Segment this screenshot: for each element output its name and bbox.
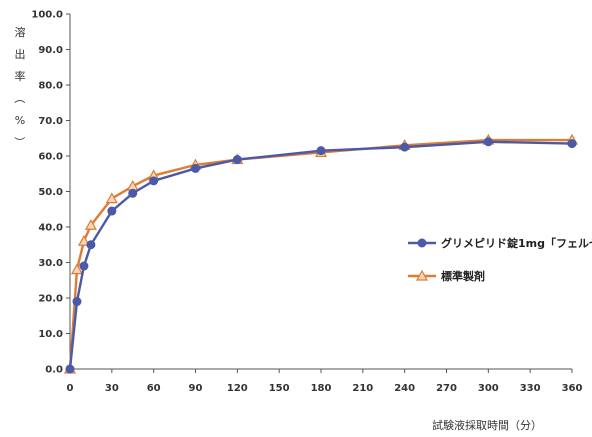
x-tick-label: 360: [562, 383, 583, 394]
x-tick-label: 90: [189, 383, 203, 394]
data-point: [191, 163, 200, 173]
legend: グリメピリド錠1mg「フェルゼン」標準製剤: [408, 236, 592, 283]
data-point: [70, 263, 83, 275]
data-point: [232, 155, 242, 165]
data-point: [107, 206, 117, 216]
series-line: [68, 138, 572, 370]
data-point: [77, 234, 90, 246]
x-tick-label: 120: [227, 383, 248, 394]
y-tick-label: 20.0: [38, 294, 63, 305]
data-point: [128, 188, 138, 198]
legend-marker: [417, 238, 427, 248]
legend-label: グリメピリド錠1mg「フェルゼン」: [441, 236, 592, 250]
data-point: [86, 240, 96, 250]
data-point: [84, 218, 97, 230]
y-tick-label: 100.0: [31, 10, 63, 21]
legend-marker: [415, 269, 429, 281]
x-axis-label: 試験液採取時間（分）: [432, 418, 542, 432]
series-line: [68, 140, 573, 370]
y-tick-label: 50.0: [38, 187, 63, 198]
x-tick-label: 240: [394, 383, 415, 394]
data-point: [483, 137, 493, 147]
data-point: [65, 364, 75, 374]
legend-item: グリメピリド錠1mg「フェルゼン」: [408, 236, 592, 250]
data-point: [316, 146, 326, 156]
x-tick-label: 300: [478, 383, 499, 394]
y-tick-label: 70.0: [38, 116, 63, 127]
y-tick-label: 30.0: [38, 258, 63, 269]
series-reference-product: [63, 133, 579, 374]
y-tick-label: 80.0: [38, 81, 63, 92]
y-axis-label-char: （: [13, 93, 26, 104]
data-point: [400, 142, 410, 152]
x-tick-label: 0: [67, 383, 74, 394]
y-axis-label-char: 溶: [15, 25, 26, 39]
y-tick-label: 40.0: [38, 223, 63, 234]
x-tick-label: 180: [311, 383, 332, 394]
x-tick-label: 30: [105, 383, 119, 394]
y-tick-label: 10.0: [38, 329, 63, 340]
y-axis-label-char: 出: [15, 47, 26, 61]
data-point: [149, 176, 159, 186]
legend-label: 標準製剤: [441, 269, 485, 283]
data-point: [567, 139, 577, 149]
x-tick-label: 330: [520, 383, 541, 394]
data-point: [79, 261, 89, 271]
y-axis-label: 溶出率 （% ）: [13, 25, 26, 148]
y-tick-label: 90.0: [38, 45, 63, 56]
axes: 0.0 10.0 20.0 30.0 40.0 50.0 60.0 70.0 80.0 90.0 1…: [31, 10, 582, 395]
x-tick-label: 270: [436, 383, 457, 394]
data-point: [72, 297, 82, 307]
y-tick-label: 60.0: [38, 152, 63, 163]
y-tick-label: 0.0: [45, 365, 63, 376]
y-axis-label-char: %: [15, 114, 25, 127]
y-axis-label-char: ）: [13, 137, 26, 148]
x-tick-label: 210: [352, 383, 373, 394]
series-group: [63, 133, 579, 374]
y-axis-label-char: 率: [15, 69, 26, 83]
x-tick-label: 150: [269, 383, 290, 394]
data-point: [105, 192, 118, 204]
series-test-product: [65, 137, 577, 374]
legend-item: 標準製剤: [408, 269, 485, 283]
x-tick-label: 60: [147, 383, 161, 394]
